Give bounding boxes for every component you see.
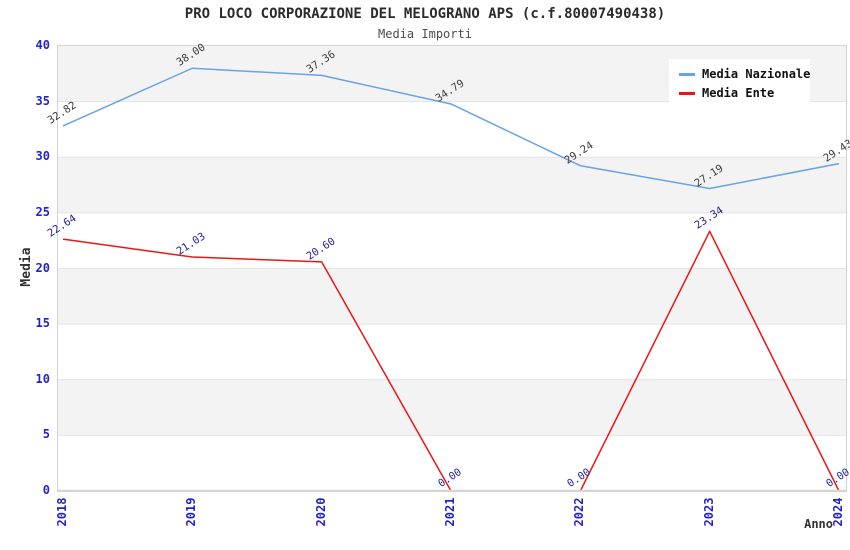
y-tick-label: 40 [35,38,50,52]
y-tick-label: 15 [35,316,50,331]
y-tick-label: 35 [35,93,50,108]
legend-label: Media Ente [702,86,775,100]
series-line-media-nazionale [62,67,840,190]
y-tick-label: 10 [35,371,50,386]
background-band [58,157,846,213]
y-tick-label: 0 [42,483,50,497]
y-tick-label: 5 [42,427,50,442]
legend-line-swatch-blue [679,72,695,76]
legend-label: Media Nazionale [702,67,811,81]
plot-area [57,45,847,492]
chart-title: PRO LOCO CORPORAZIONE DEL MELOGRANO APS … [184,6,666,22]
legend-line-swatch-red [679,91,695,95]
x-axis-title: Anno [804,517,833,531]
legend-item-media-nazionale: Media Nazionale [679,67,810,81]
x-tick-label: 2024 [831,497,845,527]
chart-subtitle: Media Importi [378,27,472,41]
x-tick-label: 2019 [184,497,199,527]
legend-item-media-ente: Media Ente [679,86,800,100]
series-line-media-ente [62,230,840,491]
legend: Media Nazionale Media Ente [669,59,810,107]
y-tick-label: 30 [35,149,50,164]
y-tick-label: 25 [35,204,50,219]
x-tick-label: 2021 [443,497,457,527]
x-tick-label: 2022 [572,497,587,527]
background-band [58,268,846,325]
x-tick-label: 2018 [55,497,69,527]
x-tick-label: 2023 [701,497,716,527]
background-band [58,379,846,436]
plot-canvas [58,46,846,491]
x-tick-label: 2020 [313,497,328,527]
y-tick-label: 20 [35,260,50,275]
